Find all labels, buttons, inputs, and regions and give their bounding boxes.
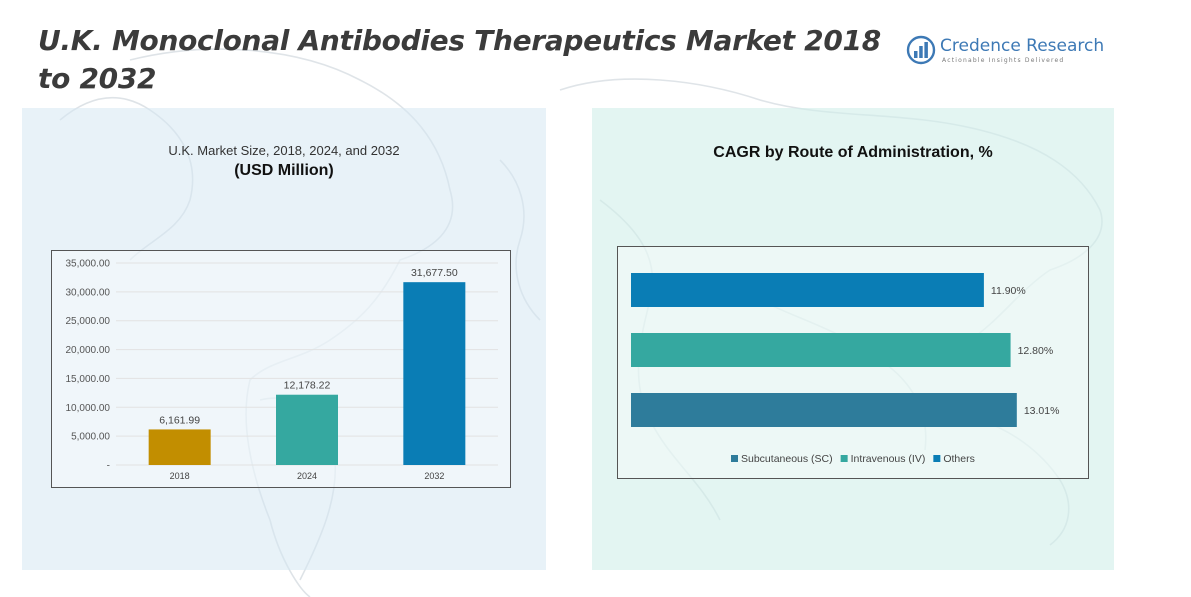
y-tick-label: 15,000.00 xyxy=(66,374,111,385)
bar-value-label: 12,178.22 xyxy=(284,380,331,392)
page-title: U.K. Monoclonal Antibodies Therapeutics … xyxy=(38,24,881,95)
cagr-horizontal-bar-chart: 11.90% 12.80% 13.01% Subcutaneous (SC) Intra… xyxy=(631,273,1060,465)
legend-label: Others xyxy=(943,453,975,465)
logo-tagline: Actionable Insights Delivered xyxy=(942,57,1065,64)
market-size-bar-chart: - 5,000.00 10,000.00 15,000.00 20,000.00 25,0… xyxy=(66,259,498,481)
hbar-value-label: 12.80% xyxy=(1018,345,1054,357)
legend-swatch xyxy=(840,455,848,462)
credence-research-logo: Credence Research Actionable Insights De… xyxy=(906,34,1106,70)
logo-name: Credence Research xyxy=(940,36,1105,56)
legend-swatch xyxy=(933,455,941,462)
cagr-title: CAGR by Route of Administration, % xyxy=(713,144,993,161)
hbar-value-label: 13.01% xyxy=(1024,405,1060,417)
bar-chart-logo-icon xyxy=(906,35,936,65)
y-tick-label: 20,000.00 xyxy=(66,345,111,356)
market-size-title: U.K. Market Size, 2018, 2024, and 2032 xyxy=(168,143,400,158)
y-tick-label: - xyxy=(107,461,110,472)
hbar-others xyxy=(631,273,984,307)
y-tick-label: 5,000.00 xyxy=(71,432,110,443)
market-size-unit: (USD Million) xyxy=(234,162,334,179)
x-tick-label: 2018 xyxy=(170,471,190,481)
x-tick-label: 2024 xyxy=(297,471,317,481)
hbar-subcutaneous-sc- xyxy=(631,393,1017,427)
bar-value-label: 31,677.50 xyxy=(411,267,458,279)
y-tick-label: 35,000.00 xyxy=(66,259,111,270)
y-tick-label: 25,000.00 xyxy=(66,316,111,327)
bar-2018 xyxy=(148,429,211,465)
hbar-value-label: 11.90% xyxy=(991,285,1026,297)
cagr-chart-frame: 11.90% 12.80% 13.01% Subcutaneous (SC) Intra… xyxy=(617,246,1089,479)
market-size-chart-frame: - 5,000.00 10,000.00 15,000.00 20,000.00 25,0… xyxy=(51,250,511,488)
bar-value-label: 6,161.99 xyxy=(159,414,200,426)
hbar-intravenous-iv- xyxy=(631,333,1011,367)
bar-2032 xyxy=(403,282,466,465)
bar-2024 xyxy=(276,394,338,465)
legend-label: Intravenous (IV) xyxy=(851,453,926,465)
y-tick-label: 30,000.00 xyxy=(66,287,111,298)
x-tick-label: 2032 xyxy=(424,471,444,481)
legend-label: Subcutaneous (SC) xyxy=(741,453,833,465)
y-tick-label: 10,000.00 xyxy=(66,403,111,414)
legend-swatch xyxy=(731,455,738,462)
